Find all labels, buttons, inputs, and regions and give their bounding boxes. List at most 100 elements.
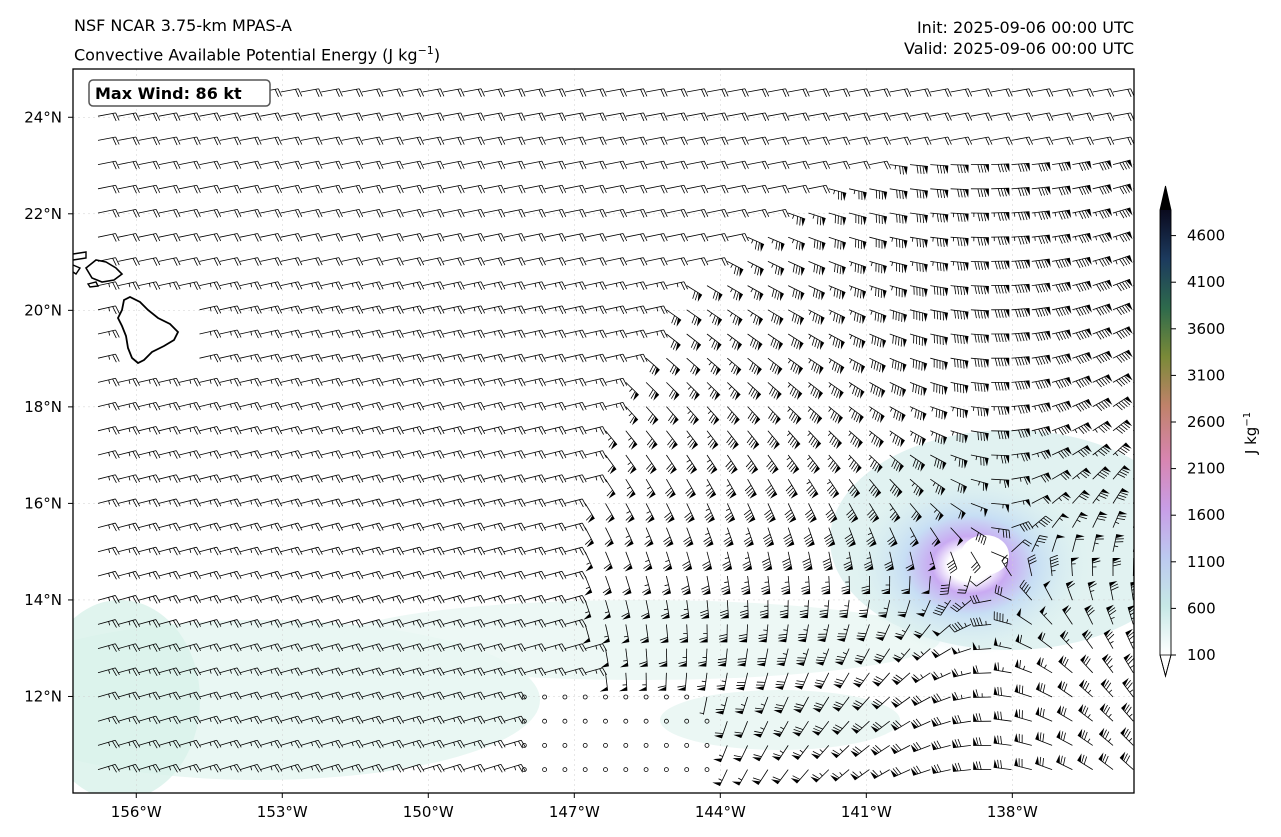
wind-barb	[781, 575, 791, 595]
wind-barb	[542, 767, 547, 772]
wind-barb	[463, 570, 486, 580]
wind-barb	[603, 718, 608, 724]
wind-barb	[930, 188, 949, 199]
wind-barb	[993, 686, 1012, 698]
wind-barb	[808, 88, 830, 97]
big-island-coast	[116, 295, 180, 365]
wind-barb	[831, 696, 850, 712]
wind-barb	[951, 646, 972, 655]
wind-barb	[544, 426, 567, 435]
wind-barb	[930, 671, 951, 681]
wind-barb	[623, 718, 629, 724]
wind-barb	[602, 575, 612, 596]
wind-barb	[773, 696, 789, 714]
wind-barb	[970, 478, 989, 492]
wind-barb	[702, 551, 713, 572]
wind-barb	[422, 88, 445, 97]
wind-barb	[991, 236, 1010, 246]
wind-barb	[869, 160, 891, 170]
wind-barb	[158, 160, 181, 170]
wind-barb	[138, 112, 161, 122]
wind-barb	[722, 551, 733, 572]
wind-barb	[950, 357, 969, 370]
wind-barb	[463, 305, 486, 315]
wind-barb	[1072, 467, 1092, 480]
wind-barb	[402, 305, 425, 315]
wind-barb	[582, 694, 588, 700]
wind-barb	[993, 637, 1012, 649]
wind-barb	[620, 648, 629, 668]
wind-barb	[1011, 380, 1031, 390]
wind-barb	[240, 329, 262, 339]
wind-barb	[1133, 357, 1134, 359]
wind-barb	[321, 184, 343, 194]
wind-barb	[686, 333, 702, 352]
wind-barb	[744, 479, 757, 499]
wind-barb	[1072, 208, 1092, 220]
wind-barb	[747, 285, 764, 302]
wind-barb	[704, 718, 710, 724]
wind-barb	[341, 595, 364, 604]
wind-barb	[564, 522, 587, 532]
wind-barb	[341, 522, 364, 532]
wind-barb	[524, 426, 546, 435]
wind-barb	[1072, 232, 1092, 244]
wind-barb	[991, 112, 1013, 122]
wind-barb	[1078, 679, 1093, 698]
wind-barb	[260, 209, 282, 218]
wind-barb	[889, 261, 908, 274]
wind-barb	[138, 763, 161, 773]
wind-barb	[382, 402, 404, 411]
wind-barb	[199, 160, 222, 170]
wind-barb	[828, 333, 845, 350]
wind-barb	[341, 667, 364, 676]
wind-barb	[973, 713, 992, 722]
wind-barb	[732, 745, 748, 762]
wind-barb	[402, 643, 425, 652]
wind-barb	[321, 739, 344, 749]
wind-barb	[138, 595, 161, 604]
wind-barb	[199, 763, 222, 773]
wind-barb	[158, 595, 181, 604]
wind-barb	[808, 261, 826, 276]
wind-barb	[920, 575, 931, 594]
wind-barb	[706, 357, 721, 376]
wind-barb	[910, 765, 931, 776]
wind-barb	[828, 357, 845, 375]
wind-barb	[280, 522, 303, 532]
wind-barb	[1092, 443, 1112, 457]
wind-barb	[1092, 208, 1113, 219]
wind-barb	[382, 691, 404, 701]
wind-barb	[735, 672, 748, 691]
wind-barb	[239, 522, 262, 532]
wind-barb	[138, 160, 161, 170]
wind-barb	[909, 236, 928, 249]
wind-barb	[1031, 330, 1051, 342]
wind-barb	[870, 769, 890, 779]
wind-barb	[280, 643, 303, 652]
wind-barb	[605, 377, 628, 387]
wind-barb	[179, 763, 202, 773]
wind-barb	[1052, 161, 1072, 172]
wind-barb	[483, 184, 506, 194]
wind-barb	[605, 454, 617, 475]
wind-barb	[260, 426, 283, 435]
wind-barb	[524, 233, 546, 242]
wind-barb	[341, 763, 364, 773]
wind-barb	[524, 450, 546, 459]
wind-barb	[442, 595, 465, 604]
wind-barb	[969, 594, 992, 604]
wind-barb	[260, 402, 283, 411]
wind-barb	[828, 136, 851, 146]
wind-barb	[402, 426, 425, 435]
wind-barb	[585, 136, 607, 146]
wind-barb	[931, 740, 951, 751]
wind-barb	[544, 160, 567, 170]
wind-barb	[463, 763, 486, 773]
wind-barb	[909, 309, 928, 322]
wind-barb	[909, 382, 927, 397]
wind-barb	[758, 624, 769, 643]
wind-barb	[240, 233, 262, 242]
wind-barb	[260, 305, 283, 315]
wind-barb	[788, 88, 810, 97]
